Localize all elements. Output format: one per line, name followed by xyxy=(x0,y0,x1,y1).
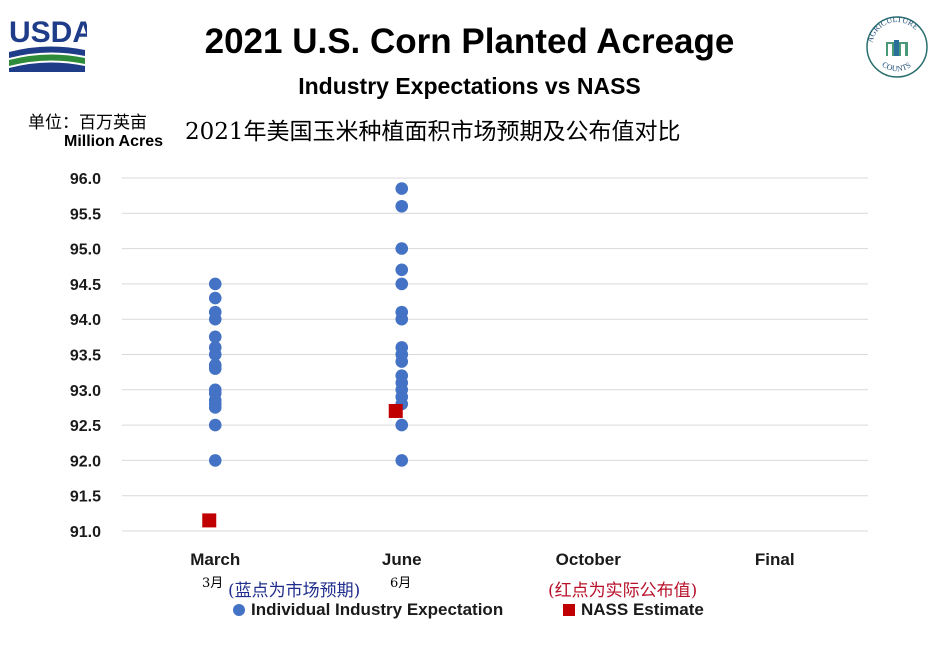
chart-legend: Individual Industry Expectation NASS Est… xyxy=(0,600,939,622)
usda-logo: USDA xyxy=(7,12,94,79)
industry-expectation-point xyxy=(395,199,409,213)
x-tick-label: June xyxy=(382,550,422,569)
industry-expectation-point xyxy=(395,355,409,368)
industry-expectation-point xyxy=(208,454,222,467)
industry-expectation-point xyxy=(395,312,409,326)
industry-expectation-point xyxy=(208,348,222,361)
industry-expectation-point xyxy=(395,454,409,467)
y-tick-label: 95.0 xyxy=(70,242,101,259)
legend-circle-marker xyxy=(233,604,245,616)
y-tick-label: 91.0 xyxy=(70,524,101,541)
chinese-title: 2021年美国玉米种植面积市场预期及公布值对比 xyxy=(185,119,681,145)
legend-item-nass: NASS Estimate xyxy=(563,600,704,620)
legend-square-marker xyxy=(563,604,575,616)
agriculture-counts-logo: AGRICULTURE COUNTS xyxy=(864,14,930,85)
nass-estimate-point xyxy=(202,513,217,528)
unit-label-en: Million Acres xyxy=(64,133,163,150)
nass-estimate-point xyxy=(388,403,403,418)
chart-subtitle: Industry Expectations vs NASS xyxy=(298,73,641,99)
legend-label-industry: Individual Industry Expectation xyxy=(251,600,504,619)
industry-expectation-point xyxy=(208,312,222,326)
june-cn-label: 6月 xyxy=(390,576,412,591)
industry-expectation-point xyxy=(395,182,409,195)
y-tick-label: 92.5 xyxy=(70,418,101,435)
blue-dot-note: (蓝点为市场预期) xyxy=(228,581,361,601)
industry-expectation-point xyxy=(208,401,222,414)
y-tick-label: 93.0 xyxy=(70,383,101,400)
y-tick-label: 96.0 xyxy=(70,171,101,188)
industry-expectation-point xyxy=(208,330,222,344)
industry-expectation-point xyxy=(395,263,409,277)
y-tick-label: 95.5 xyxy=(70,206,101,223)
usda-logo-text: USDA xyxy=(9,16,87,49)
svg-text:COUNTS: COUNTS xyxy=(880,60,912,73)
scatter-chart: 91.0 91.5 92.0 92.5 93.0 93.5 94.0 94.5 95.0 95.5… xyxy=(70,171,868,569)
x-tick-label: March xyxy=(190,550,240,569)
industry-expectation-point xyxy=(208,291,222,305)
industry-expectation-point xyxy=(208,418,222,432)
ag-logo-bottom-text: COUNTS xyxy=(880,60,912,73)
chart-title: 2021 U.S. Corn Planted Acreage xyxy=(204,22,735,61)
unit-label-cn: 单位：百万英亩 xyxy=(28,113,147,133)
y-tick-label: 94.0 xyxy=(70,312,101,329)
legend-label-nass: NASS Estimate xyxy=(581,600,704,619)
y-tick-label: 93.5 xyxy=(70,348,101,365)
y-tick-label: 91.5 xyxy=(70,489,101,506)
x-tick-label: Final xyxy=(755,550,795,569)
x-tick-label: October xyxy=(556,550,622,569)
y-tick-label: 94.5 xyxy=(70,277,101,294)
industry-expectation-point xyxy=(395,277,409,291)
red-dot-note: (红点为实际公布值) xyxy=(548,581,698,601)
legend-item-industry: Individual Industry Expectation xyxy=(233,600,503,620)
y-tick-label: 92.0 xyxy=(70,453,101,470)
industry-expectation-point xyxy=(208,277,222,291)
march-cn-label: 3月 xyxy=(202,576,224,591)
industry-expectation-point xyxy=(395,242,409,255)
industry-expectation-point xyxy=(395,418,409,432)
industry-expectation-point xyxy=(208,362,222,375)
